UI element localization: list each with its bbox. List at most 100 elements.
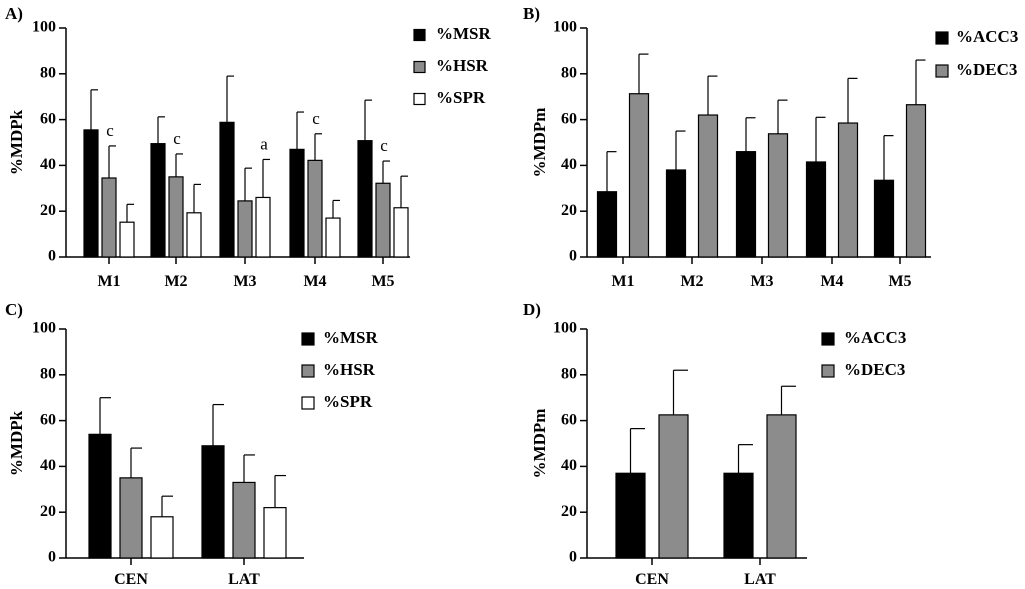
significance-annotation: c (106, 121, 114, 140)
bar (201, 445, 225, 559)
legend-swatch (821, 364, 835, 378)
bar (255, 196, 271, 258)
significance-annotation: a (260, 134, 268, 153)
y-tick-label: 0 (569, 248, 577, 265)
y-tick-label: 100 (553, 320, 577, 337)
bar (186, 212, 202, 258)
legend: %MSR %HSR %SPR (301, 328, 379, 411)
legend-label: %MSR (436, 24, 492, 43)
bar (325, 217, 341, 258)
y-tick-label: 60 (561, 411, 577, 428)
bar (905, 104, 927, 258)
x-tick-label: M3 (233, 273, 256, 290)
legend-swatch (301, 332, 315, 346)
panel-letter: A) (5, 4, 23, 23)
x-tick-label: M5 (371, 273, 394, 290)
y-tick-label: 40 (561, 156, 577, 173)
bar (168, 176, 184, 258)
bar (723, 472, 754, 559)
y-tick-label: 80 (40, 365, 56, 382)
y-tick-label: 20 (561, 202, 577, 219)
significance-annotation: c (312, 109, 320, 128)
y-tick-label: 40 (40, 156, 56, 173)
x-tick-label: LAT (228, 571, 260, 588)
legend-swatch (935, 31, 949, 45)
bar (357, 140, 373, 258)
legend-label: %SPR (436, 88, 486, 107)
legend-label: %ACC3 (956, 27, 1018, 46)
x-tick-label: M2 (680, 273, 703, 290)
bar (119, 477, 143, 559)
y-tick-label: 20 (40, 503, 56, 520)
chart-panel-a: A) %MDPk 0 20 40 60 80 100 M1 M2 M3 M4 M5 c c a c c %MSR %H… (5, 4, 492, 290)
legend-label: %HSR (323, 360, 376, 379)
bar (88, 433, 112, 559)
bar (232, 481, 256, 559)
legend-swatch (413, 28, 426, 42)
y-tick-label: 20 (40, 202, 56, 219)
bar (767, 133, 789, 258)
bar (766, 414, 797, 559)
bar (150, 516, 174, 559)
bar (735, 151, 757, 258)
chart-panel-d: D) %MDPm 0 20 40 60 80 100 CEN LAT %ACC3 %DEC3 (523, 300, 906, 588)
legend-label: %MSR (323, 328, 379, 347)
bar (375, 182, 391, 258)
x-tick-label: CEN (635, 571, 669, 588)
x-tick-label: LAT (744, 571, 776, 588)
y-tick-label: 80 (561, 365, 577, 382)
legend: %MSR %HSR %SPR (413, 24, 492, 107)
panel-letter: B) (523, 4, 540, 23)
y-tick-label: 40 (561, 457, 577, 474)
bar (805, 161, 827, 258)
legend-swatch (413, 92, 426, 106)
bar (596, 191, 618, 258)
legend-label: %DEC3 (844, 360, 905, 379)
y-tick-label: 40 (40, 457, 56, 474)
x-tick-label: M1 (97, 273, 120, 290)
y-tick-label: 100 (32, 19, 56, 36)
legend-swatch (413, 60, 426, 74)
bar (83, 129, 99, 258)
panel-letter: C) (5, 300, 23, 319)
x-tick-label: M1 (611, 273, 634, 290)
bar (307, 159, 323, 258)
legend-swatch (935, 64, 949, 78)
legend-swatch (821, 332, 835, 346)
x-tick-label: M4 (303, 273, 326, 290)
y-tick-label: 20 (561, 503, 577, 520)
bar (628, 93, 650, 258)
x-tick-label: M2 (164, 273, 187, 290)
bar (873, 179, 895, 258)
x-tick-label: M3 (750, 273, 773, 290)
y-tick-label: 100 (32, 320, 56, 337)
bar (219, 121, 235, 258)
bar (289, 148, 305, 258)
x-tick-label: M5 (888, 273, 911, 290)
legend-swatch (301, 396, 315, 410)
legend: %ACC3 %DEC3 (821, 328, 906, 379)
y-axis-label: %MDPk (7, 109, 26, 175)
bar (101, 177, 117, 258)
chart-panel-c: C) %MDPk 0 20 40 60 80 100 CEN LAT %MSR %HSR %SPR (5, 300, 379, 588)
bar (263, 507, 287, 559)
legend-swatch (301, 364, 315, 378)
legend-label: %SPR (323, 392, 373, 411)
x-tick-label: CEN (114, 571, 148, 588)
y-tick-label: 100 (553, 19, 577, 36)
legend-label: %DEC3 (956, 60, 1017, 79)
chart-panel-b: B) %MDPm 0 20 40 60 80 100 M1 M2 M3 M4 M5 %ACC3 %DEC3 (523, 4, 1018, 290)
legend-label: %ACC3 (844, 328, 906, 347)
y-tick-label: 60 (40, 110, 56, 127)
y-axis-label: %MDPk (7, 410, 26, 476)
bar (697, 114, 719, 258)
bar (150, 143, 166, 258)
y-axis-label: %MDPm (530, 409, 549, 479)
bar (237, 200, 253, 258)
y-axis-label: %MDPm (530, 108, 549, 178)
bar (393, 207, 409, 258)
panel-letter: D) (523, 300, 541, 319)
significance-annotation: c (380, 136, 388, 155)
x-tick-label: M4 (820, 273, 843, 290)
